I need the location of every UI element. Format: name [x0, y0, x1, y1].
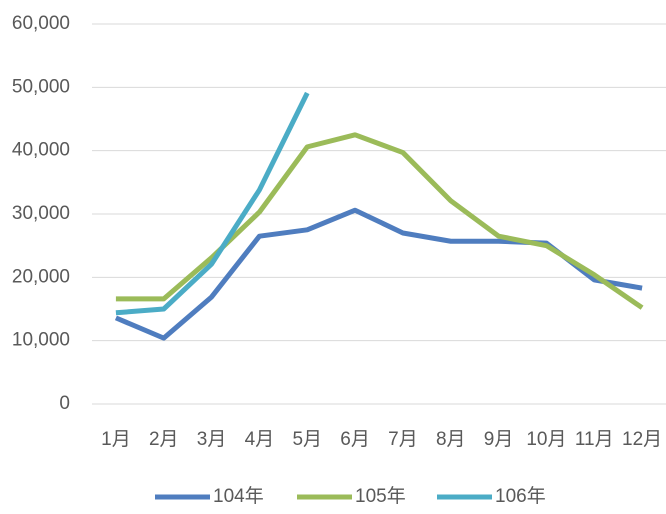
y-tick-label: 20,000	[12, 266, 70, 287]
legend-label: 105年	[355, 485, 406, 507]
x-tick-label: 5月	[292, 429, 322, 450]
y-tick-label: 60,000	[12, 13, 70, 34]
x-tick-label: 12月	[622, 429, 662, 450]
x-tick-label: 6月	[340, 429, 370, 450]
line-series	[115, 91, 310, 316]
x-tick-label: 2月	[149, 429, 179, 450]
y-tick-label: 10,000	[12, 330, 70, 351]
y-tick-label: 40,000	[12, 140, 70, 161]
x-tick-label: 4月	[245, 429, 275, 450]
x-tick-label: 11月	[575, 429, 614, 450]
y-tick-label: 50,000	[12, 76, 70, 97]
y-tick-label: 30,000	[12, 203, 70, 224]
legend-label: 106年	[495, 485, 546, 507]
x-tick-label: 1月	[101, 429, 131, 450]
line-series	[115, 132, 644, 310]
x-tick-label: 8月	[436, 429, 466, 450]
x-tick-label: 9月	[484, 429, 514, 450]
y-tick-label: 0	[59, 393, 70, 414]
legend-label: 104年	[213, 485, 264, 507]
x-tick-label: 10月	[526, 429, 566, 450]
x-tick-label: 7月	[388, 429, 418, 450]
x-tick-label: 3月	[197, 429, 227, 450]
